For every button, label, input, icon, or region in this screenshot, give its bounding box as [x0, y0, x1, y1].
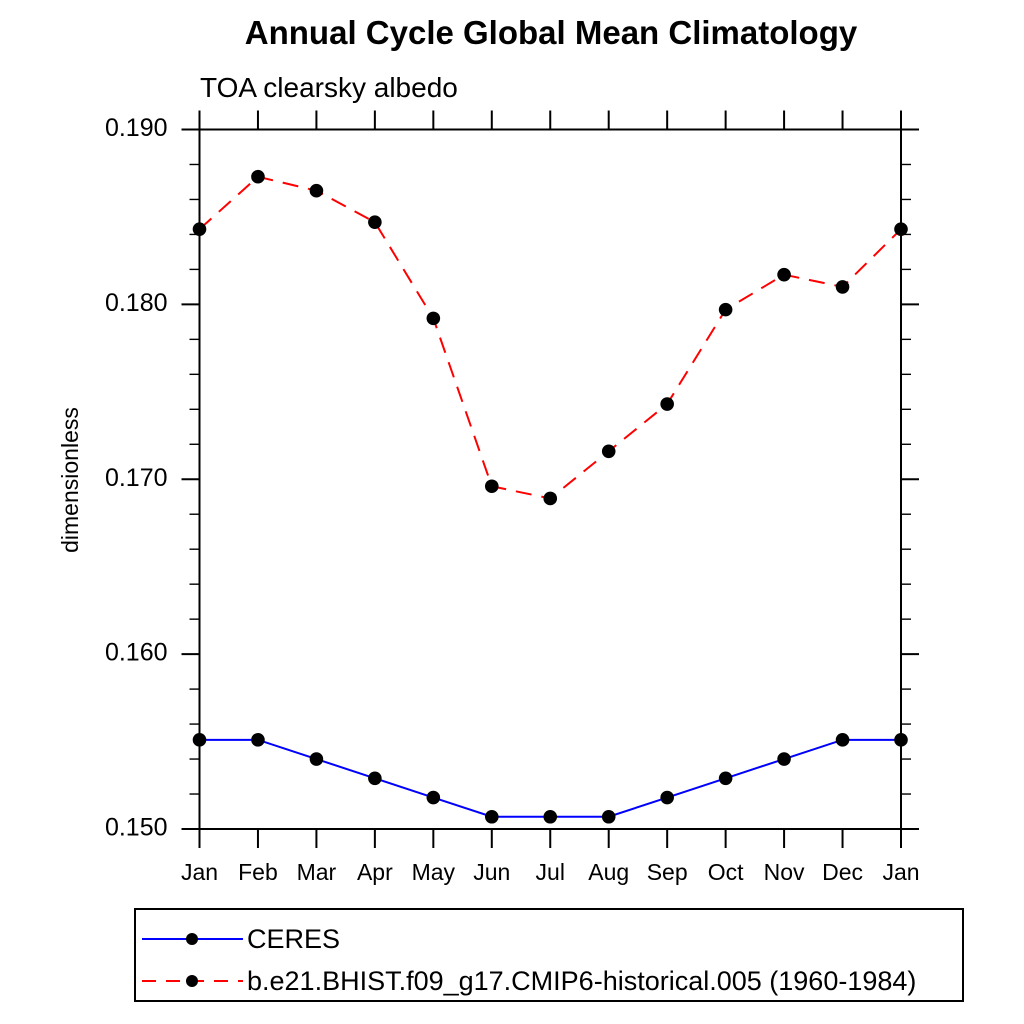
chart-subtitle: TOA clearsky albedo [200, 72, 458, 103]
series-line-0 [199, 738, 901, 818]
data-point [368, 215, 382, 229]
x-tick-label: Jul [536, 859, 565, 885]
data-point [426, 311, 441, 326]
x-tick-label: Aug [588, 859, 629, 885]
data-point [426, 790, 441, 805]
data-point [660, 397, 674, 411]
legend-item-model: b.e21.BHIST.f09_g17.CMIP6-historical.005… [142, 960, 916, 1002]
y-tick-label: 0.150 [105, 814, 168, 842]
data-point [309, 183, 324, 198]
data-point [777, 267, 791, 282]
legend-label-model: b.e21.BHIST.f09_g17.CMIP6-historical.005… [247, 965, 917, 996]
data-point [192, 733, 207, 747]
x-tick-label: Jun [473, 859, 510, 885]
data-point [368, 771, 382, 786]
x-tick-label: Sep [647, 859, 688, 885]
data-point [601, 444, 616, 459]
series-line-1 [198, 175, 902, 500]
data-point [484, 479, 499, 494]
plot-frame [198, 128, 902, 830]
y-axis-title: dimensionless [57, 407, 83, 553]
chart-title: Annual Cycle Global Mean Climatology [244, 14, 858, 51]
data-point [777, 752, 791, 766]
y-tick-label: 0.190 [105, 114, 168, 142]
x-tick-label: Mar [297, 859, 337, 885]
data-point [835, 733, 850, 747]
y-tick-label: 0.170 [105, 464, 168, 492]
x-tick-label: Apr [357, 859, 393, 885]
x-tick-label: Nov [764, 859, 805, 885]
x-tick-label: Oct [708, 859, 744, 885]
legend-line-sample-solid [142, 932, 243, 946]
data-point [718, 771, 733, 786]
data-point [251, 733, 265, 747]
data-point [543, 809, 558, 824]
x-tick-label: Jan [882, 859, 919, 885]
data-point [251, 169, 265, 184]
data-point [835, 280, 850, 294]
y-tick-label: 0.160 [105, 639, 168, 667]
data-point [192, 222, 207, 236]
data-point [660, 790, 674, 805]
x-tick-label: Jan [181, 859, 218, 885]
legend-line-sample-dashed [142, 974, 243, 988]
y-tick-label: 0.180 [105, 289, 168, 317]
data-point [543, 491, 558, 506]
x-tick-label: Dec [822, 859, 863, 885]
data-point [484, 809, 499, 824]
data-point [894, 222, 908, 236]
legend-label-ceres: CERES [247, 923, 341, 954]
data-point [718, 302, 733, 317]
x-tick-label: May [412, 859, 456, 885]
legend-item-ceres: CERES [142, 918, 340, 960]
data-point [601, 809, 616, 824]
legend-marker-icon [186, 975, 198, 987]
data-point [309, 752, 324, 766]
x-tick-label: Feb [238, 859, 278, 885]
data-point [894, 733, 908, 747]
legend-marker-icon [186, 933, 198, 945]
legend: CERES b.e21.BHIST.f09_g17.CMIP6-historic… [134, 908, 964, 1002]
